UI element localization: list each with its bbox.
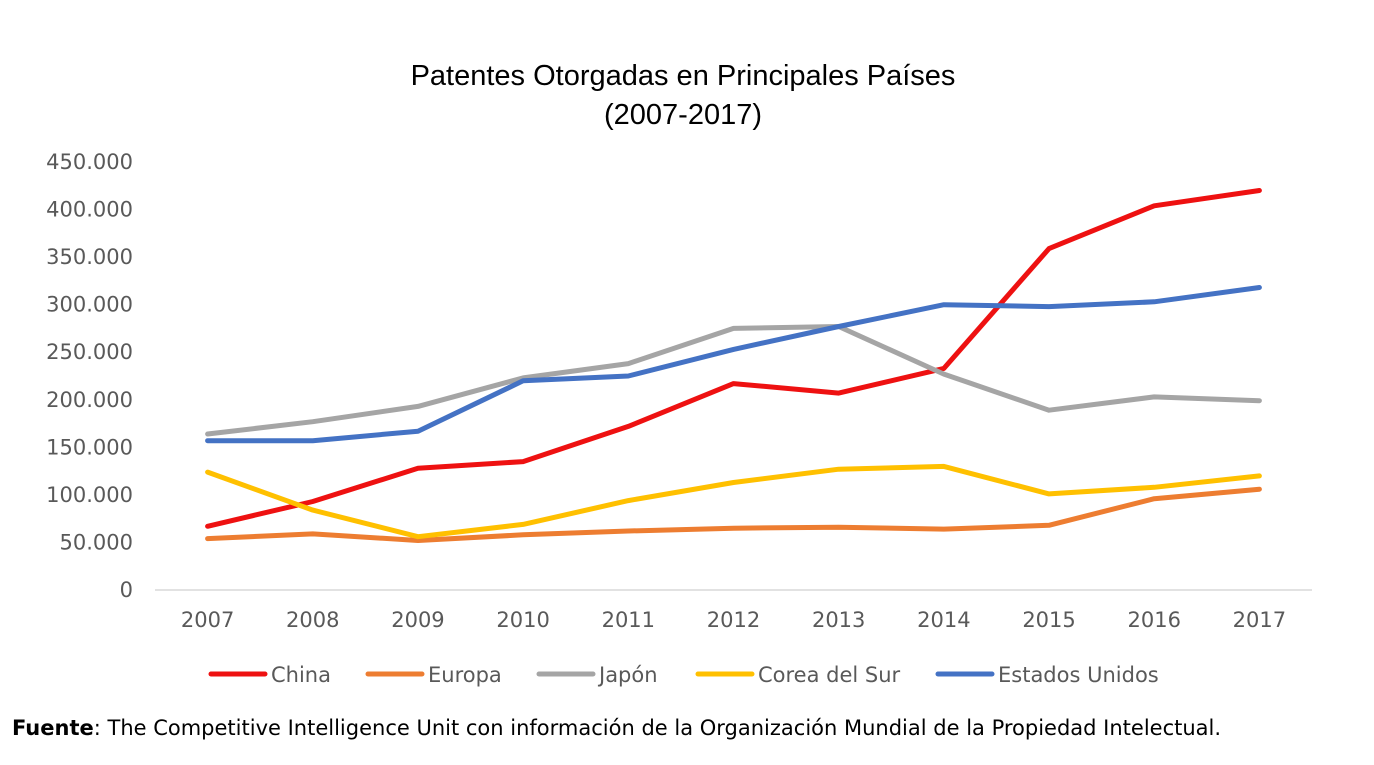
legend-label-japon: Japón	[597, 663, 658, 687]
source-text: : The Competitive Intelligence Unit con …	[93, 716, 1222, 740]
series-line-corea-del-sur	[205, 463, 1262, 540]
series-line-europa	[205, 486, 1262, 543]
y-tick-label: 400.000	[46, 198, 133, 222]
y-tick-label: 100.000	[46, 483, 133, 507]
source-note: Fuente: The Competitive Intelligence Uni…	[12, 716, 1367, 740]
legend-label-europa: Europa	[428, 663, 502, 687]
legend-label-corea-del-sur: Corea del Sur	[758, 663, 901, 687]
x-tick-label: 2007	[181, 608, 234, 632]
legend: China Europa Japón Corea del Sur Estados Uni…	[208, 663, 1159, 687]
source-label: Fuente	[12, 716, 94, 740]
y-tick-label: 450.000	[46, 150, 133, 174]
x-axis: 2007 2008 2009 2010 2011 2012 2013 2014 2015 2016…	[155, 589, 1312, 632]
legend-label-china: China	[271, 663, 331, 687]
series-line-japon	[205, 324, 1262, 437]
x-tick-label: 2016	[1128, 608, 1181, 632]
chart-title-line-1: Patentes Otorgadas en Principales Países	[411, 60, 956, 92]
x-tick-label: 2017	[1233, 608, 1286, 632]
x-tick-label: 2011	[602, 608, 655, 632]
x-tick-label: 2008	[286, 608, 339, 632]
y-tick-label: 50.000	[60, 530, 133, 554]
series-line-china	[205, 188, 1262, 529]
series-lines	[205, 188, 1262, 543]
x-tick-label: 2009	[391, 608, 444, 632]
y-tick-label: 200.000	[46, 388, 133, 412]
x-tick-label: 2014	[917, 608, 970, 632]
y-axis: 0 50.000 100.000 150.000 200.000 250.000 300.0…	[46, 150, 133, 602]
x-tick-label: 2012	[707, 608, 760, 632]
x-tick-label: 2015	[1022, 608, 1075, 632]
y-tick-label: 150.000	[46, 435, 133, 459]
y-tick-label: 350.000	[46, 245, 133, 269]
series-line-estados-unidos	[205, 285, 1262, 444]
x-tick-label: 2013	[812, 608, 865, 632]
chart-title-line-2: (2007-2017)	[604, 99, 762, 131]
y-tick-label: 300.000	[46, 293, 133, 317]
chart-title: Patentes Otorgadas en Principales Países…	[411, 60, 956, 131]
x-tick-label: 2010	[496, 608, 549, 632]
legend-label-estados-unidos: Estados Unidos	[998, 663, 1159, 687]
y-tick-label: 0	[120, 578, 133, 602]
y-tick-label: 250.000	[46, 340, 133, 364]
line-chart: Patentes Otorgadas en Principales Países…	[46, 60, 1312, 687]
